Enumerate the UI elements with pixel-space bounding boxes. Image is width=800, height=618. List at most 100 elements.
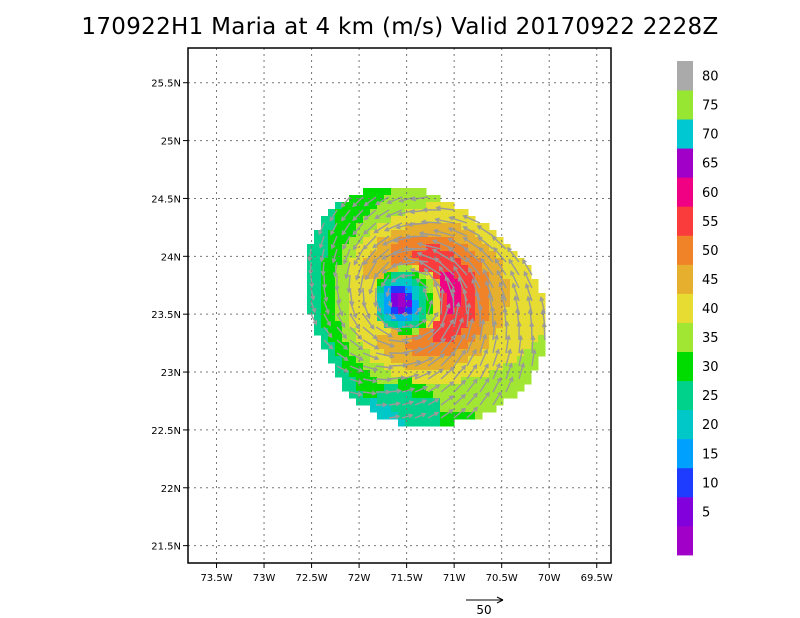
field-cell: [440, 286, 448, 294]
field-cell: [342, 216, 350, 224]
field-cell: [391, 244, 399, 252]
field-cell: [391, 230, 399, 238]
field-cell: [496, 307, 504, 315]
field-cell: [398, 307, 406, 315]
wind-vector-head: [404, 339, 410, 345]
x-tick-label: 70.5W: [486, 573, 518, 584]
wind-vector-head: [471, 278, 477, 284]
field-cell: [440, 398, 448, 406]
field-cell: [342, 335, 350, 343]
field-cell: [335, 335, 343, 343]
wind-vector: [466, 303, 470, 328]
field-cell: [391, 272, 399, 280]
field-cell: [391, 188, 399, 196]
field-cell: [440, 342, 448, 350]
field-cell: [517, 363, 525, 371]
field-cell: [510, 265, 518, 273]
field-cell: [412, 272, 420, 280]
field-cell: [433, 272, 441, 280]
field-cell: [370, 223, 378, 231]
field-cell: [335, 321, 343, 329]
field-cell: [524, 356, 532, 364]
field-cell: [412, 363, 420, 371]
field-cell: [482, 307, 490, 315]
wind-vector: [510, 271, 520, 289]
field-cell: [510, 356, 518, 364]
field-cell: [321, 314, 329, 322]
field-cell: [405, 307, 413, 315]
wind-vector-head: [476, 225, 482, 230]
field-cell: [468, 335, 476, 343]
field-cell: [377, 223, 385, 231]
field-cell: [405, 237, 413, 245]
field-cell: [384, 237, 392, 245]
wind-vector-head: [519, 348, 525, 354]
field-cell: [363, 321, 371, 329]
field-cell: [496, 356, 504, 364]
wind-vector: [362, 326, 378, 340]
colorbar-label: 5: [702, 505, 710, 520]
field-cell: [468, 356, 476, 364]
field-cell: [405, 209, 413, 217]
field-cell: [524, 314, 532, 322]
field-cell: [468, 237, 476, 245]
wind-vector-head: [434, 217, 440, 223]
wind-vector: [453, 266, 468, 289]
field-cell: [419, 342, 427, 350]
field-cell: [349, 328, 357, 336]
wind-vector: [435, 218, 455, 224]
field-cell: [531, 314, 539, 322]
wind-vector-head: [391, 314, 397, 320]
wind-vector-head: [413, 373, 420, 379]
field-cell: [412, 279, 420, 287]
wind-vector-head: [369, 324, 375, 330]
wind-vector-head: [352, 202, 358, 208]
wind-vector: [336, 339, 348, 350]
field-cell: [405, 419, 413, 427]
wind-vector-head: [357, 289, 363, 295]
field-cell: [475, 328, 483, 336]
wind-vector: [478, 236, 494, 250]
field-cell: [461, 328, 469, 336]
field-cell: [419, 300, 427, 308]
wind-vector-head: [448, 395, 455, 401]
field-cell: [503, 265, 511, 273]
wind-vector: [352, 222, 364, 235]
field-cell: [524, 363, 532, 371]
wind-vector: [479, 349, 488, 367]
field-cell: [405, 384, 413, 392]
field-cell: [475, 307, 483, 315]
wind-vector-head: [461, 364, 467, 371]
field-cell: [342, 314, 350, 322]
field-cell: [363, 300, 371, 308]
field-cell: [356, 398, 364, 406]
colorbar-swatch: [677, 264, 693, 294]
field-cell: [475, 398, 483, 406]
wind-vector: [427, 323, 445, 341]
wind-vector: [453, 380, 466, 393]
wind-vector-head: [462, 226, 468, 231]
field-cell: [426, 363, 434, 371]
wind-vector-head: [376, 307, 382, 314]
field-cell: [454, 314, 462, 322]
wind-vector: [434, 229, 455, 237]
wind-vector-head: [462, 236, 468, 242]
field-cell: [440, 293, 448, 301]
wind-vector: [388, 415, 400, 419]
field-cell: [370, 307, 378, 315]
wind-vector-head: [462, 288, 468, 294]
wind-vector: [414, 371, 431, 380]
colorbar-label: 60: [702, 186, 719, 201]
wind-vector-head: [392, 237, 399, 243]
field-cell: [377, 405, 385, 413]
field-cell: [433, 363, 441, 371]
wind-vector: [477, 225, 494, 237]
field-cell: [314, 230, 322, 238]
field-cell: [468, 300, 476, 308]
field-cell: [454, 293, 462, 301]
field-cell: [391, 398, 399, 406]
field-cell: [405, 391, 413, 399]
field-cell: [342, 384, 350, 392]
field-cell: [447, 377, 455, 385]
field-cell: [412, 412, 420, 420]
